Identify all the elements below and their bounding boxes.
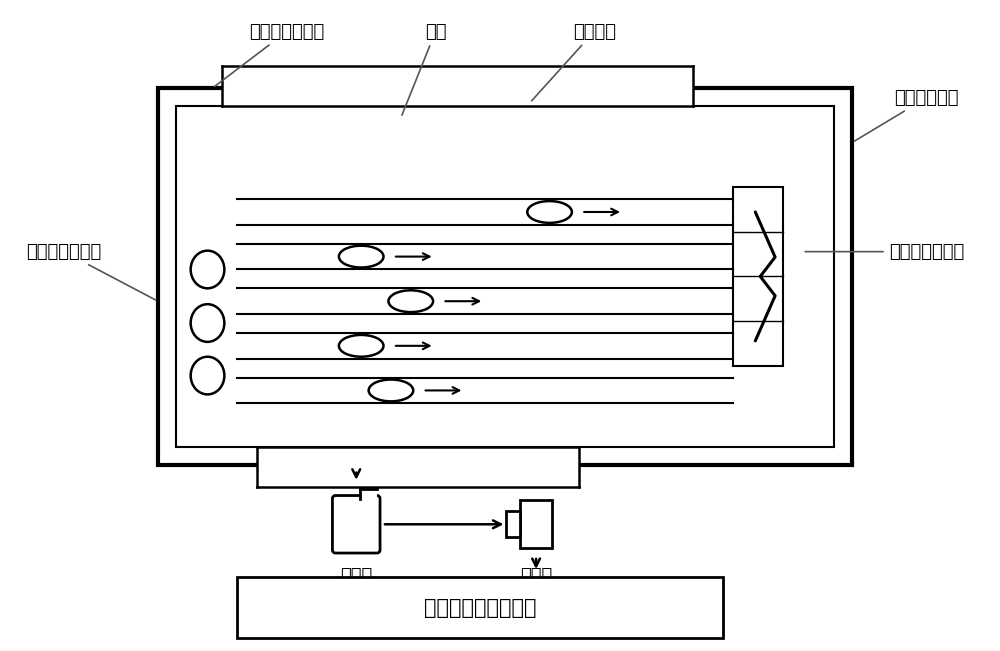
Ellipse shape [527,201,572,223]
Text: 细胞: 细胞 [402,23,446,115]
Ellipse shape [339,245,384,268]
FancyBboxPatch shape [332,495,380,553]
Bar [222,61,693,106]
Ellipse shape [191,357,224,395]
Text: 微流控芯片入口: 微流控芯片入口 [26,243,155,300]
Ellipse shape [191,304,224,342]
Ellipse shape [339,335,384,357]
Ellipse shape [369,380,413,402]
Ellipse shape [191,251,224,288]
Bar [237,577,723,639]
Text: 数据分析与处理模块: 数据分析与处理模块 [424,598,536,618]
Text: 压缩通道: 压缩通道 [532,23,616,101]
Bar [360,490,377,499]
Ellipse shape [388,290,433,312]
Text: 微流控芯片出口: 微流控芯片出口 [805,243,964,260]
Text: 摄像机: 摄像机 [520,567,552,585]
Text: 微流控芯片模块: 微流控芯片模块 [215,23,324,87]
Text: 压力控制模块: 压力控制模块 [854,89,959,141]
Bar [506,511,520,537]
Text: 显微镜: 显微镜 [340,567,372,585]
Bar [520,501,552,548]
Bar [257,447,579,492]
Bar [733,187,783,366]
Bar [176,106,834,447]
Bar [158,88,852,465]
